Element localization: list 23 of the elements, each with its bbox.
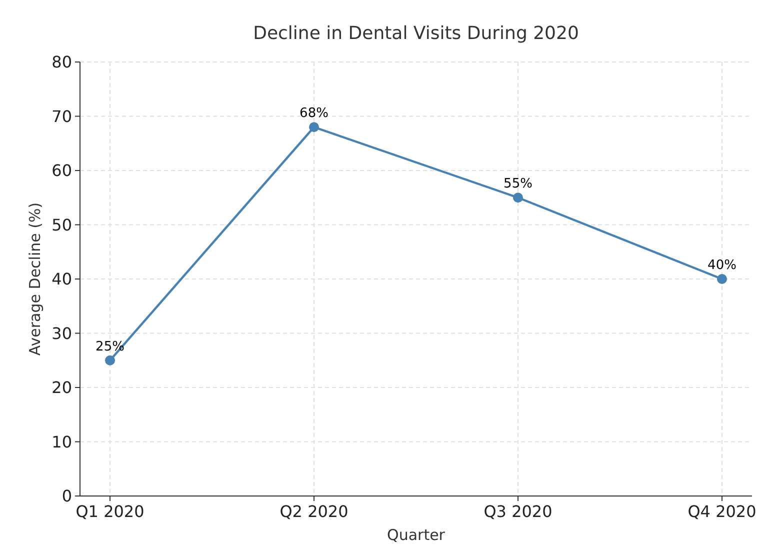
point	[513, 192, 523, 203]
point	[309, 122, 319, 132]
point	[717, 274, 727, 284]
point	[105, 355, 115, 366]
chart-title: Decline in Dental Visits During 2020	[253, 23, 579, 44]
x-tick-label: Q3 2020	[484, 502, 552, 521]
x-axis-title: Quarter	[387, 526, 446, 544]
data-label: 68%	[300, 106, 328, 122]
y-tick-label: 40	[52, 270, 72, 289]
y-tick-label: 0	[62, 486, 72, 506]
y-tick-label: 30	[52, 324, 72, 343]
y-axis-title: Average Decline (%)	[26, 202, 44, 356]
y-tick-label: 60	[52, 161, 72, 180]
x-tick-label: Q1 2020	[76, 502, 144, 521]
y-tick-label: 80	[52, 52, 72, 72]
data-label: 55%	[504, 176, 532, 192]
y-tick-label: 10	[52, 432, 72, 452]
y-tick-label: 20	[52, 378, 72, 398]
y-tick-label: 50	[52, 215, 72, 234]
data-label: 40%	[708, 258, 736, 273]
x-tick-label: Q4 2020	[688, 502, 756, 521]
x-tick-label: Q2 2020	[280, 502, 348, 521]
y-tick-label: 70	[52, 106, 72, 126]
